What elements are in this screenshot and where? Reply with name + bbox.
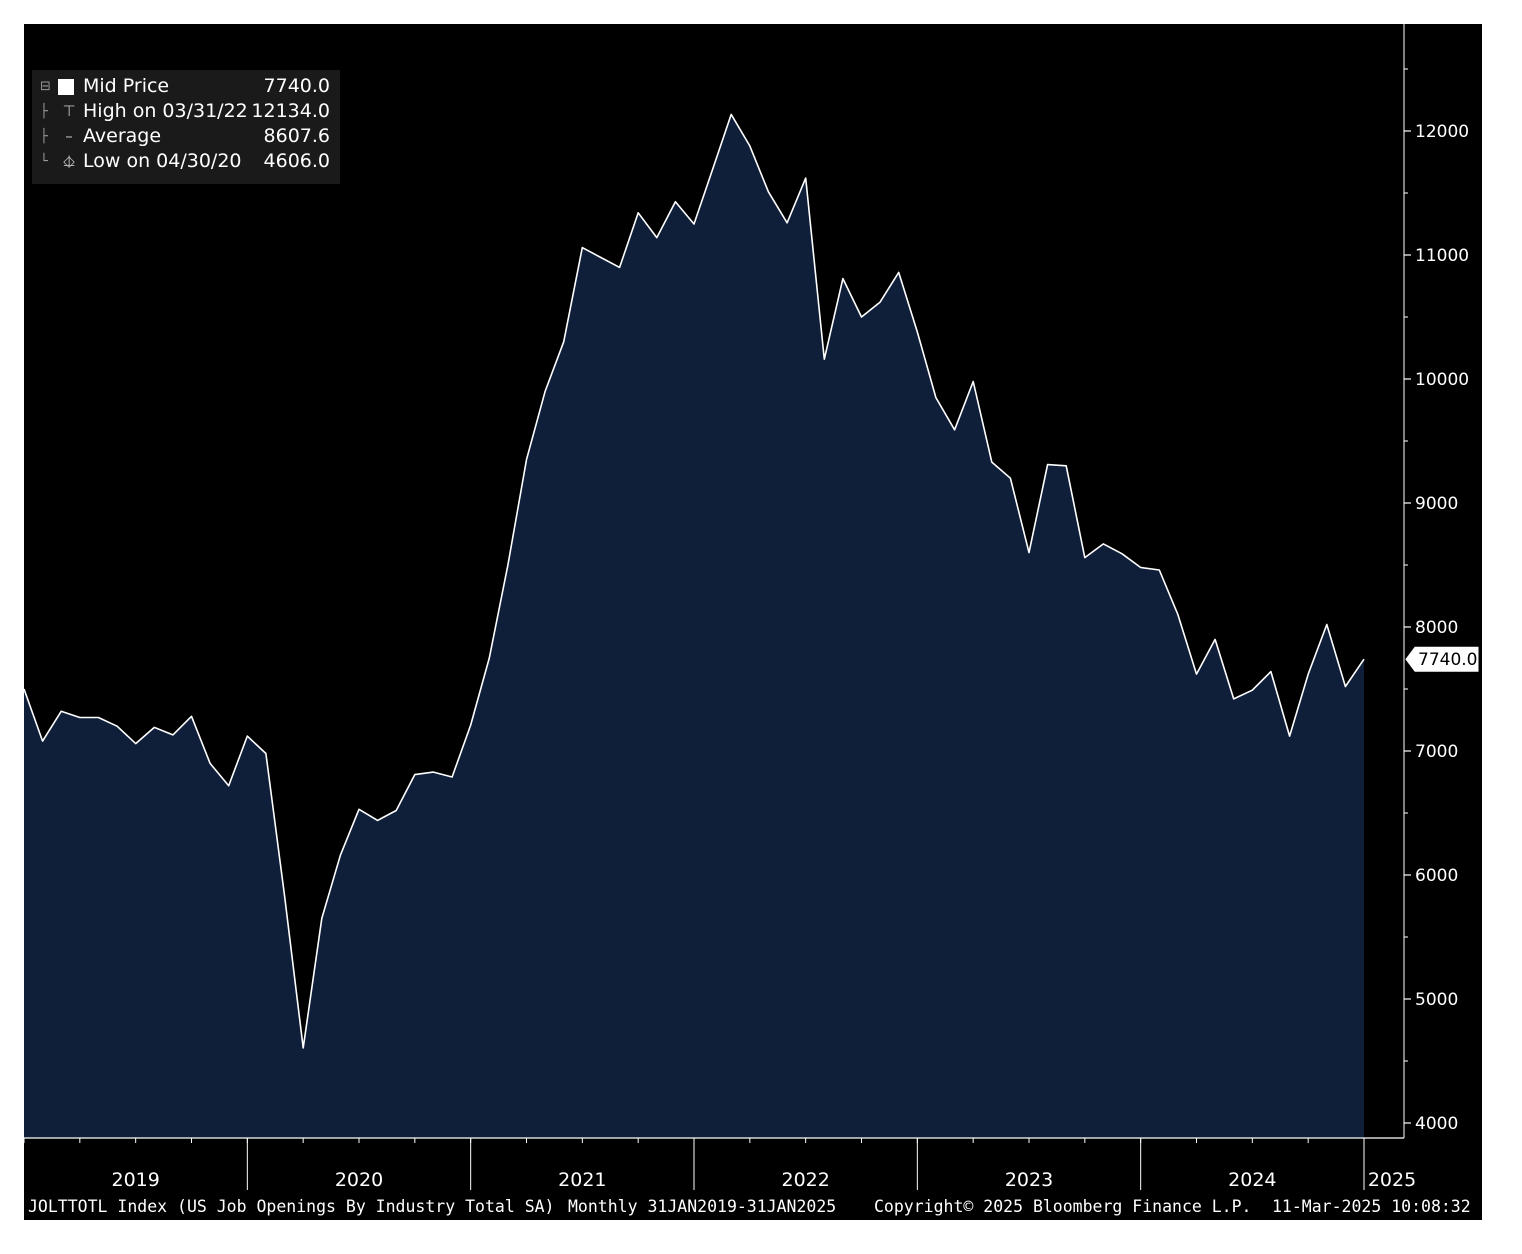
series-line <box>24 113 1365 1049</box>
legend-mid-price-label: Mid Price <box>83 75 170 97</box>
y-tick-label: 11000 <box>1415 246 1469 266</box>
y-tick-label: 10000 <box>1415 370 1469 390</box>
legend-average-label: Average <box>83 125 162 147</box>
legend-row-mid-price: ⊟ Mid Price 7740.0 <box>32 74 340 99</box>
y-tick-label: 9000 <box>1415 494 1458 514</box>
x-tick-label: 2019 <box>111 1169 159 1191</box>
high-marker-icon: ⊤ <box>62 102 76 120</box>
y-tick-label: 8000 <box>1415 618 1458 638</box>
legend-low-value: 4606.0 <box>263 150 330 172</box>
x-tick-label: 2023 <box>1005 1169 1053 1191</box>
legend: ⊟ Mid Price 7740.0 ├ ⊤ High on 03/31/22 … <box>32 70 340 184</box>
footer-copyright: Copyright© 2025 Bloomberg Finance L.P. <box>874 1197 1252 1216</box>
footer-security: JOLTTOTL Index (US Job Openings By Indus… <box>28 1197 555 1216</box>
x-tick-label: 2025 <box>1368 1169 1416 1191</box>
footer-range: Monthly 31JAN2019-31JAN2025 <box>568 1197 837 1216</box>
x-tick-label: 2020 <box>335 1169 383 1191</box>
last-value-tag <box>1405 646 1479 672</box>
legend-row-high: ├ ⊤ High on 03/31/22 12134.0 <box>32 99 340 124</box>
legend-average-value: 8607.6 <box>263 125 330 147</box>
legend-high-value: 12134.0 <box>251 100 330 122</box>
y-tick-label: 5000 <box>1415 990 1458 1010</box>
mid-price-swatch-icon <box>58 79 74 95</box>
y-tick-label: 4000 <box>1415 1114 1458 1134</box>
x-tick-label: 2024 <box>1228 1169 1276 1191</box>
low-marker-icon: ⊥ <box>62 152 76 170</box>
series-area <box>24 114 1364 1138</box>
tree-branch-icon: ├ <box>40 129 48 144</box>
legend-row-low: └ ⊥ Low on 04/30/20 4606.0 <box>32 149 340 174</box>
collapse-icon[interactable]: ⊟ <box>40 79 51 94</box>
chart-svg: 4000 5000 6000 7000 8000 9000 10000 11000 12000 7… <box>24 24 1479 1191</box>
x-tick-label: 2022 <box>781 1169 829 1191</box>
legend-high-label: High on 03/31/22 <box>83 100 248 122</box>
footer: JOLTTOTL Index (US Job Openings By Indus… <box>28 1196 1480 1218</box>
x-tick-label: 2021 <box>558 1169 606 1191</box>
chart-area: 4000 5000 6000 7000 8000 9000 10000 11000 12000 7… <box>24 24 1482 1220</box>
y-tick-label: 7000 <box>1415 742 1458 762</box>
legend-row-average: ├ –◇ Average 8607.6 <box>32 124 340 170</box>
footer-timestamp: 11-Mar-2025 10:08:32 <box>1272 1197 1471 1216</box>
tree-end-icon: └ <box>40 154 48 169</box>
average-marker-icon: –◇ <box>63 127 75 170</box>
y-tick-label: 6000 <box>1415 866 1458 886</box>
last-value-label: 7740.0 <box>1418 650 1477 670</box>
legend-mid-price-value: 7740.0 <box>263 75 330 97</box>
y-tick-label: 12000 <box>1415 122 1469 142</box>
tree-branch-icon: ├ <box>40 104 48 119</box>
legend-low-label: Low on 04/30/20 <box>83 150 242 172</box>
